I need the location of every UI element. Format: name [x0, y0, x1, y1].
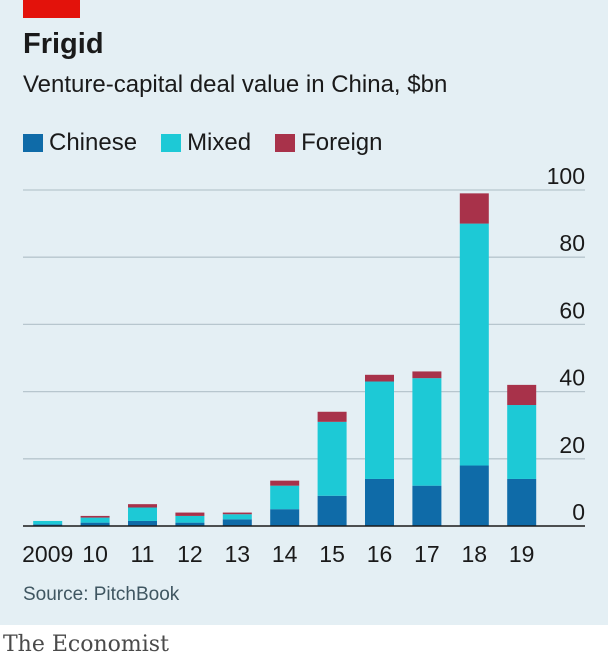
- legend-item-foreign: Foreign: [275, 129, 382, 157]
- brand-tag: [23, 0, 80, 18]
- bar-segment-chinese: [222, 519, 252, 526]
- bar-segment-mixed: [412, 378, 442, 486]
- bar-segment-foreign: [507, 384, 537, 406]
- x-tick-label: 12: [177, 541, 203, 567]
- chart-title: Frigid: [23, 28, 104, 60]
- bar-segment-chinese: [412, 485, 442, 526]
- legend-swatch-foreign: [275, 134, 296, 152]
- x-tick-label: 14: [272, 541, 298, 567]
- bar-segment-chinese: [175, 522, 205, 526]
- bar-segment-mixed: [128, 507, 157, 521]
- bar-chart: 0 20 40 60 80 100 2009 10 11 12 13 14 15 16 17 18 19: [22, 163, 585, 567]
- x-tick-label: 16: [367, 541, 393, 567]
- bar-segment-foreign: [412, 371, 442, 379]
- publisher-logo: The Economist: [3, 632, 169, 657]
- bar-segment-mixed: [507, 405, 537, 479]
- legend-swatch-chinese: [23, 134, 43, 152]
- legend-item-chinese: Chinese: [23, 129, 137, 157]
- bar-segment-mixed: [80, 517, 110, 523]
- bar-segment-chinese: [365, 478, 394, 526]
- y-tick-label: 20: [559, 432, 585, 458]
- bar-segment-chinese: [33, 524, 63, 526]
- bar-segment-chinese: [128, 520, 157, 526]
- x-tick-label: 11: [131, 541, 155, 567]
- legend: Chinese Mixed Foreign: [23, 128, 406, 158]
- x-tick-label: 18: [462, 541, 488, 567]
- bar-segment-foreign: [222, 512, 252, 515]
- bar-segment-foreign: [80, 515, 110, 518]
- y-tick-label: 80: [559, 230, 585, 256]
- bar-segment-mixed: [175, 515, 205, 523]
- legend-label-chinese: Chinese: [49, 129, 138, 156]
- bar-segment-chinese: [459, 465, 489, 526]
- source-note: Source: PitchBook: [23, 584, 180, 605]
- bar-segment-mixed: [317, 421, 347, 496]
- y-tick-label: 100: [547, 163, 585, 189]
- chart-subtitle: Venture-capital deal value in China, $bn: [23, 71, 448, 98]
- legend-swatch-mixed: [161, 134, 182, 152]
- bar-segment-foreign: [175, 512, 205, 516]
- bar-segment-mixed: [365, 381, 394, 479]
- bar-segment-foreign: [365, 374, 394, 382]
- bar-segment-chinese: [80, 522, 110, 526]
- bar-segment-mixed: [270, 485, 300, 510]
- y-tick-label: 0: [572, 499, 585, 525]
- bar-segment-chinese: [317, 495, 347, 526]
- y-tick-label: 40: [559, 365, 585, 391]
- bar-segment-foreign: [270, 480, 300, 486]
- x-tick-label: 19: [509, 541, 535, 567]
- legend-label-mixed: Mixed: [187, 129, 252, 156]
- bar-segment-mixed: [222, 514, 252, 520]
- legend-item-mixed: Mixed: [161, 129, 251, 157]
- bar-segment-foreign: [128, 504, 157, 508]
- x-tick-label: 17: [414, 541, 440, 567]
- bar-segment-foreign: [317, 411, 347, 422]
- bar-segment-mixed: [33, 520, 63, 525]
- x-tick-label: 15: [319, 541, 345, 567]
- bar-segment-mixed: [459, 223, 489, 466]
- x-tick-label: 13: [225, 541, 251, 567]
- x-tick-label: 2009: [22, 541, 73, 567]
- y-tick-label: 60: [559, 297, 585, 323]
- bar-segment-foreign: [459, 193, 489, 224]
- x-tick-label: 10: [82, 541, 108, 567]
- bar-segment-chinese: [270, 509, 300, 526]
- legend-label-foreign: Foreign: [301, 129, 383, 156]
- bar-segment-chinese: [507, 478, 537, 526]
